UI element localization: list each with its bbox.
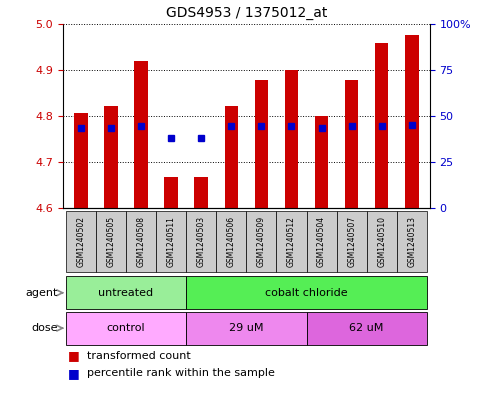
FancyBboxPatch shape xyxy=(397,211,427,272)
Bar xyxy=(315,116,328,208)
Text: agent: agent xyxy=(26,288,58,298)
Text: GSM1240502: GSM1240502 xyxy=(76,216,85,267)
FancyBboxPatch shape xyxy=(186,312,307,345)
Text: percentile rank within the sample: percentile rank within the sample xyxy=(87,368,275,378)
Bar xyxy=(164,177,178,208)
Bar xyxy=(195,177,208,208)
Text: ■: ■ xyxy=(68,367,79,380)
Text: GSM1240512: GSM1240512 xyxy=(287,216,296,267)
FancyBboxPatch shape xyxy=(186,276,427,309)
FancyBboxPatch shape xyxy=(156,211,186,272)
FancyBboxPatch shape xyxy=(337,211,367,272)
Bar xyxy=(104,106,118,208)
Bar xyxy=(74,113,87,208)
Text: GSM1240505: GSM1240505 xyxy=(106,216,115,267)
Text: control: control xyxy=(107,323,145,333)
Text: GSM1240504: GSM1240504 xyxy=(317,216,326,267)
Text: untreated: untreated xyxy=(99,288,154,298)
Text: GSM1240513: GSM1240513 xyxy=(407,216,416,267)
FancyBboxPatch shape xyxy=(66,211,96,272)
Text: transformed count: transformed count xyxy=(87,351,191,361)
Text: GSM1240508: GSM1240508 xyxy=(137,216,145,267)
Text: GSM1240503: GSM1240503 xyxy=(197,216,206,267)
Bar xyxy=(284,70,298,208)
FancyBboxPatch shape xyxy=(66,276,186,309)
FancyBboxPatch shape xyxy=(307,312,427,345)
Text: dose: dose xyxy=(31,323,58,333)
Bar xyxy=(255,81,268,208)
FancyBboxPatch shape xyxy=(216,211,246,272)
Text: GSM1240511: GSM1240511 xyxy=(167,216,176,267)
FancyBboxPatch shape xyxy=(246,211,276,272)
Text: GSM1240507: GSM1240507 xyxy=(347,216,356,267)
FancyBboxPatch shape xyxy=(307,211,337,272)
Text: 29 uM: 29 uM xyxy=(229,323,264,333)
Bar xyxy=(225,106,238,208)
Text: ■: ■ xyxy=(68,349,79,362)
Bar xyxy=(375,44,388,208)
FancyBboxPatch shape xyxy=(276,211,307,272)
FancyBboxPatch shape xyxy=(126,211,156,272)
Text: cobalt chloride: cobalt chloride xyxy=(265,288,348,298)
Title: GDS4953 / 1375012_at: GDS4953 / 1375012_at xyxy=(166,6,327,20)
Bar xyxy=(134,61,148,208)
FancyBboxPatch shape xyxy=(186,211,216,272)
Bar xyxy=(345,81,358,208)
Text: GSM1240510: GSM1240510 xyxy=(377,216,386,267)
Bar xyxy=(405,35,419,208)
FancyBboxPatch shape xyxy=(66,312,186,345)
Text: GSM1240509: GSM1240509 xyxy=(257,216,266,267)
FancyBboxPatch shape xyxy=(96,211,126,272)
Text: GSM1240506: GSM1240506 xyxy=(227,216,236,267)
FancyBboxPatch shape xyxy=(367,211,397,272)
Text: 62 uM: 62 uM xyxy=(350,323,384,333)
